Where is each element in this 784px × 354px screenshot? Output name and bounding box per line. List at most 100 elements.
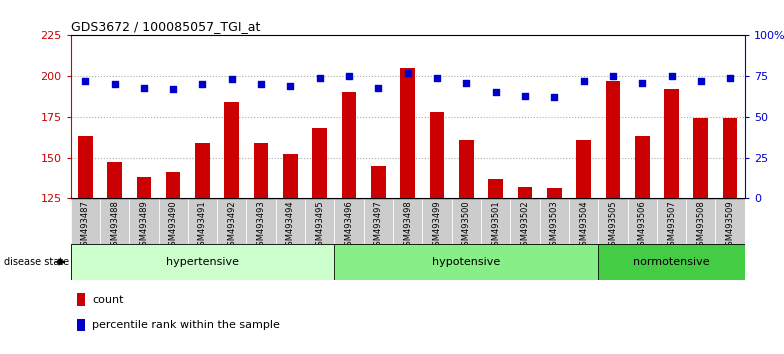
Text: GSM493494: GSM493494 xyxy=(286,200,295,251)
Point xyxy=(314,75,326,81)
Text: GSM493491: GSM493491 xyxy=(198,200,207,251)
Point xyxy=(196,81,209,87)
Bar xyxy=(78,293,85,306)
Bar xyxy=(78,319,85,331)
Point xyxy=(607,73,619,79)
Bar xyxy=(276,198,305,244)
Text: GSM493500: GSM493500 xyxy=(462,200,471,251)
Bar xyxy=(78,136,93,198)
Text: GSM493503: GSM493503 xyxy=(550,200,559,251)
Bar xyxy=(605,81,620,198)
Bar xyxy=(305,198,335,244)
Point xyxy=(226,76,238,82)
Bar xyxy=(517,187,532,198)
Point xyxy=(695,78,707,84)
Point xyxy=(401,70,414,76)
Bar xyxy=(342,92,357,198)
Bar xyxy=(423,198,452,244)
Bar xyxy=(393,198,423,244)
Text: GSM493487: GSM493487 xyxy=(81,200,89,251)
Bar xyxy=(195,143,210,198)
Point xyxy=(636,80,648,85)
Text: GSM493506: GSM493506 xyxy=(637,200,647,251)
Bar xyxy=(136,177,151,198)
Text: percentile rank within the sample: percentile rank within the sample xyxy=(93,320,280,330)
Bar xyxy=(569,198,598,244)
Text: disease state: disease state xyxy=(4,257,69,267)
Bar xyxy=(539,198,569,244)
Bar xyxy=(694,119,708,198)
Text: GSM493505: GSM493505 xyxy=(608,200,617,251)
Text: GSM493496: GSM493496 xyxy=(344,200,354,251)
Bar xyxy=(459,139,474,198)
Bar xyxy=(598,244,745,280)
Bar xyxy=(107,162,122,198)
Bar xyxy=(723,119,738,198)
Text: GSM493504: GSM493504 xyxy=(579,200,588,251)
Text: GSM493489: GSM493489 xyxy=(140,200,148,251)
Bar xyxy=(100,198,129,244)
Text: count: count xyxy=(93,295,124,305)
Point xyxy=(548,95,561,100)
Text: GSM493509: GSM493509 xyxy=(726,200,735,251)
Bar xyxy=(246,198,276,244)
Bar xyxy=(71,198,100,244)
Bar xyxy=(430,112,445,198)
Point xyxy=(666,73,678,79)
Point xyxy=(430,75,443,81)
Bar xyxy=(71,244,335,280)
Text: GSM493493: GSM493493 xyxy=(256,200,266,251)
Text: GSM493508: GSM493508 xyxy=(696,200,706,251)
Bar xyxy=(364,198,393,244)
Text: GSM493495: GSM493495 xyxy=(315,200,325,251)
Text: hypotensive: hypotensive xyxy=(432,257,500,267)
Bar xyxy=(598,198,627,244)
Bar xyxy=(129,198,158,244)
Point xyxy=(489,90,502,95)
Text: GSM493497: GSM493497 xyxy=(374,200,383,251)
Bar xyxy=(635,136,649,198)
Bar xyxy=(188,198,217,244)
Bar xyxy=(312,128,327,198)
Text: GSM493492: GSM493492 xyxy=(227,200,236,251)
Text: GSM493488: GSM493488 xyxy=(110,200,119,251)
Point xyxy=(343,73,355,79)
Bar xyxy=(664,89,679,198)
Bar xyxy=(481,198,510,244)
Point xyxy=(108,81,121,87)
Text: GSM493490: GSM493490 xyxy=(169,200,178,251)
Bar xyxy=(686,198,716,244)
Bar xyxy=(283,154,298,198)
Bar xyxy=(371,166,386,198)
Text: normotensive: normotensive xyxy=(633,257,710,267)
Bar xyxy=(452,198,481,244)
Bar xyxy=(488,179,503,198)
Bar xyxy=(217,198,246,244)
Bar xyxy=(335,244,598,280)
Point xyxy=(79,78,92,84)
Point xyxy=(519,93,532,98)
Text: GSM493501: GSM493501 xyxy=(491,200,500,251)
Text: GSM493499: GSM493499 xyxy=(433,200,441,251)
Bar xyxy=(716,198,745,244)
Text: hypertensive: hypertensive xyxy=(166,257,239,267)
Bar xyxy=(627,198,657,244)
Bar xyxy=(158,198,188,244)
Text: GDS3672 / 100085057_TGI_at: GDS3672 / 100085057_TGI_at xyxy=(71,20,260,33)
Point xyxy=(284,83,296,89)
Point xyxy=(460,80,473,85)
Bar xyxy=(335,198,364,244)
Text: GSM493502: GSM493502 xyxy=(521,200,529,251)
Bar xyxy=(254,143,268,198)
Point xyxy=(255,81,267,87)
Bar xyxy=(576,139,591,198)
Bar xyxy=(547,188,561,198)
Point xyxy=(167,86,180,92)
Bar xyxy=(166,172,180,198)
Bar xyxy=(657,198,686,244)
Bar xyxy=(510,198,539,244)
Point xyxy=(137,85,150,90)
Point xyxy=(577,78,590,84)
Bar xyxy=(401,68,415,198)
Text: GSM493498: GSM493498 xyxy=(403,200,412,251)
